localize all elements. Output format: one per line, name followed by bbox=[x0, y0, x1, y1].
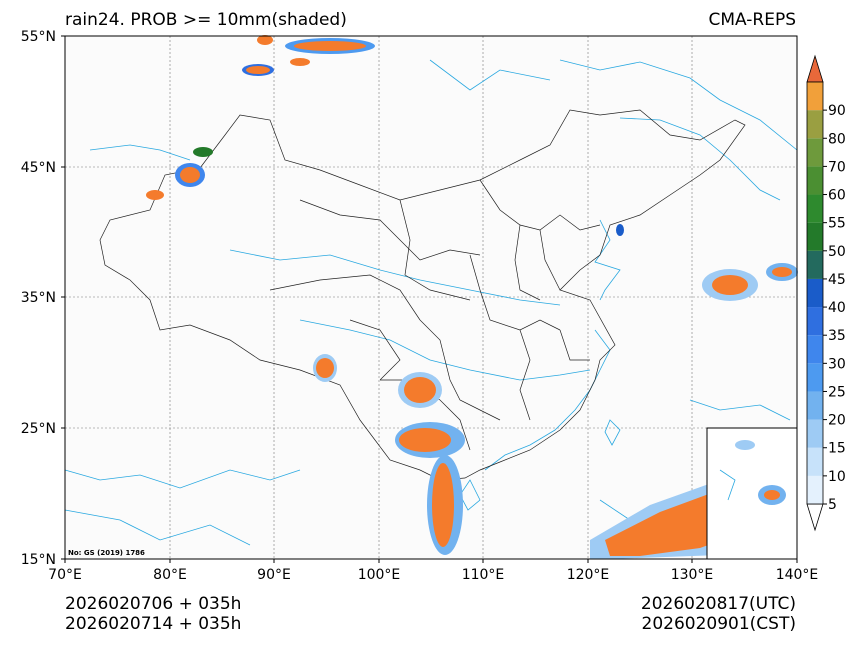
lon-tick-label: 140°E bbox=[776, 567, 819, 583]
colorbar-segment bbox=[807, 335, 823, 364]
coastlines-rivers bbox=[64, 59, 798, 546]
colorbar-segment bbox=[807, 419, 823, 448]
colorbar-tick-label: 90 bbox=[828, 103, 846, 119]
colorbar-tick-label: 55 bbox=[828, 216, 846, 232]
map-title: rain24. PROB >= 10mm(shaded) bbox=[65, 10, 347, 30]
country-borders bbox=[99, 109, 746, 481]
colorbar-segment bbox=[807, 194, 823, 223]
colorbar-tick-label: 45 bbox=[828, 272, 846, 288]
colorbar-segment bbox=[807, 138, 823, 167]
lat-tick-label: 15°N bbox=[21, 552, 56, 568]
lat-tick-label: 25°N bbox=[21, 421, 56, 437]
colorbar-min-extension bbox=[806, 503, 824, 532]
colorbar-tick-label: 70 bbox=[828, 159, 846, 175]
colorbar-segment bbox=[807, 250, 823, 279]
colorbar-max-extension bbox=[806, 54, 824, 83]
colorbar-tick-label: 20 bbox=[828, 413, 846, 429]
colorbar-segment bbox=[807, 447, 823, 476]
colorbar-tick-label: 10 bbox=[828, 469, 846, 485]
colorbar-frame bbox=[806, 81, 824, 505]
colorbar-segment bbox=[807, 391, 823, 420]
colorbar-tick-label: 5 bbox=[828, 497, 837, 513]
lon-tick-label: 80°E bbox=[153, 567, 187, 583]
colorbar-segment bbox=[807, 475, 823, 504]
colorbar-segment bbox=[807, 110, 823, 139]
lon-tick-label: 100°E bbox=[358, 567, 401, 583]
lon-tick-label: 120°E bbox=[567, 567, 610, 583]
init-time-block: 2026020706 + 035h 2026020714 + 035h bbox=[65, 594, 241, 634]
map-approval-note: No: GS (2019) 1786 bbox=[68, 549, 145, 557]
valid-time-cst: 2026020901(CST) bbox=[641, 614, 796, 634]
colorbar-tick-label: 80 bbox=[828, 131, 846, 147]
init-time-utc: 2026020706 + 035h bbox=[65, 594, 242, 614]
map-area bbox=[65, 36, 797, 559]
init-time-cst: 2026020714 + 035h bbox=[65, 614, 242, 634]
colorbar-segment bbox=[807, 82, 823, 111]
colorbar-segment bbox=[807, 222, 823, 251]
lon-tick-label: 70°E bbox=[48, 567, 82, 583]
inset-content bbox=[719, 440, 786, 505]
lon-tick-label: 130°E bbox=[671, 567, 714, 583]
lat-tick-label: 55°N bbox=[21, 29, 56, 45]
colorbar-segment bbox=[807, 307, 823, 336]
valid-time-utc: 2026020817(UTC) bbox=[640, 594, 796, 614]
lat-tick-label: 45°N bbox=[21, 160, 56, 176]
lat-tick-label: 35°N bbox=[21, 290, 56, 306]
lon-tick-label: 90°E bbox=[257, 567, 291, 583]
colorbar-tick-label: 50 bbox=[828, 244, 846, 260]
latitude-axis: 55°N 45°N 35°N 25°N 15°N bbox=[21, 29, 65, 568]
colorbar-tick-label: 35 bbox=[828, 328, 846, 344]
valid-time-block: 2026020817(UTC) 2026020901(CST) bbox=[641, 594, 796, 634]
colorbar: 5 10 15 20 25 30 35 40 45 50 55 60 70 80 90 bbox=[806, 54, 846, 532]
colorbar-tick-label: 60 bbox=[828, 188, 846, 204]
colorbar-tick-label: 15 bbox=[828, 441, 846, 457]
colorbar-tick-label: 30 bbox=[828, 356, 846, 372]
model-name: CMA-REPS bbox=[708, 10, 796, 30]
longitude-axis: 70°E 80°E 90°E 100°E 110°E 120°E 130°E 1… bbox=[48, 559, 818, 583]
colorbar-tick-label: 40 bbox=[828, 300, 846, 316]
colorbar-segment bbox=[807, 166, 823, 195]
colorbar-segment bbox=[807, 363, 823, 392]
colorbar-segment bbox=[807, 278, 823, 308]
colorbar-tick-label: 25 bbox=[828, 384, 846, 400]
lon-tick-label: 110°E bbox=[462, 567, 505, 583]
